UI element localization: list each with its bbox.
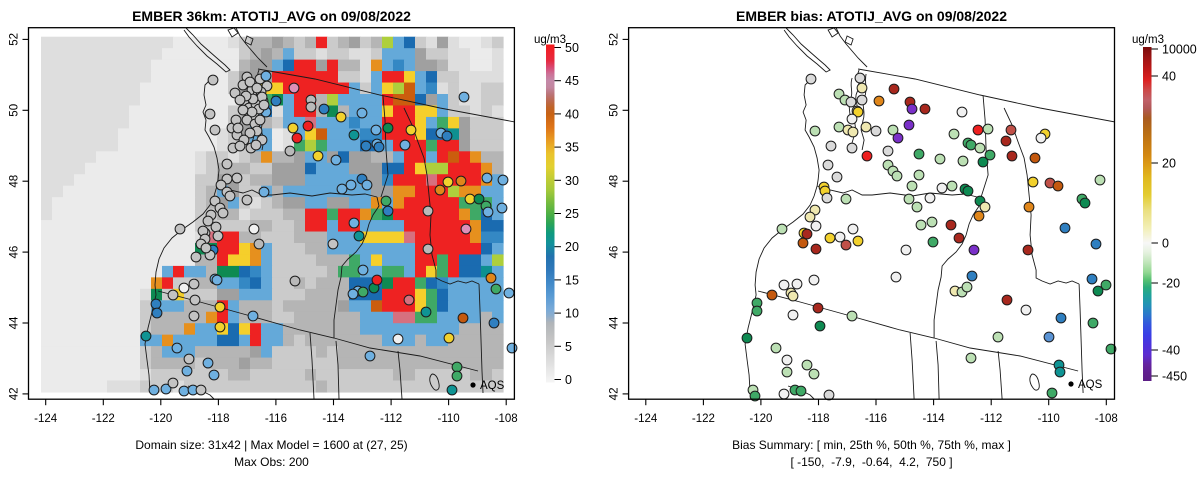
svg-text:52: 52 [9, 33, 21, 46]
svg-text:-110: -110 [438, 413, 460, 425]
svg-text:-118: -118 [207, 413, 229, 425]
svg-text:20: 20 [565, 240, 579, 254]
svg-text:-122: -122 [92, 413, 115, 425]
svg-text:ug/m3: ug/m3 [1132, 34, 1164, 46]
svg-text:50: 50 [609, 104, 621, 117]
svg-text:10000: 10000 [1162, 43, 1197, 57]
svg-text:40: 40 [565, 107, 579, 121]
svg-text:48: 48 [9, 175, 21, 188]
svg-text:-112: -112 [380, 413, 402, 425]
svg-text:-124: -124 [634, 413, 658, 425]
svg-text:46: 46 [609, 246, 621, 259]
svg-text:-112: -112 [980, 413, 1002, 425]
svg-text:Domain size: 31x42 | Max Model: Domain size: 31x42 | Max Model = 1600 at… [135, 438, 407, 452]
svg-text:-120: -120 [749, 413, 772, 425]
svg-text:-110: -110 [1038, 413, 1060, 425]
svg-text:-108: -108 [1095, 413, 1118, 425]
svg-text:45: 45 [565, 74, 579, 88]
svg-text:50: 50 [565, 41, 579, 55]
svg-text:-108: -108 [495, 413, 518, 425]
svg-text:[ -150, -7.9, -0.64, 4.2,: [ -150, -7.9, -0.64, 4.2, 750 ] [790, 455, 952, 469]
svg-text:-116: -116 [865, 413, 887, 425]
svg-text:35: 35 [565, 141, 579, 155]
svg-text:-118: -118 [807, 413, 829, 425]
svg-text:AQS: AQS [480, 380, 505, 392]
svg-text:25: 25 [565, 207, 579, 221]
svg-text:-40: -40 [1162, 344, 1180, 358]
svg-text:44: 44 [609, 316, 621, 329]
svg-text:20: 20 [1162, 157, 1176, 171]
svg-text:-122: -122 [692, 413, 715, 425]
svg-text:Max Obs: 200: Max Obs: 200 [234, 455, 309, 469]
svg-text:50: 50 [9, 104, 21, 117]
svg-text:48: 48 [609, 175, 621, 188]
svg-text:46: 46 [9, 246, 21, 259]
svg-text:EMBER 36km: ATOTIJ_AVG on 09/0: EMBER 36km: ATOTIJ_AVG on 09/08/2022 [132, 8, 411, 24]
svg-text:44: 44 [9, 316, 21, 329]
svg-text:40: 40 [1162, 70, 1176, 84]
svg-text:Bias Summary: [ min, 25th %, 5: Bias Summary: [ min, 25th %, 50th %, 75t… [732, 438, 1011, 452]
svg-text:10: 10 [565, 307, 579, 321]
svg-text:ug/m3: ug/m3 [534, 34, 566, 46]
svg-text:15: 15 [565, 273, 579, 287]
svg-text:-116: -116 [265, 413, 287, 425]
svg-text:-114: -114 [923, 413, 946, 425]
svg-text:-124: -124 [34, 413, 58, 425]
svg-text:52: 52 [609, 33, 621, 46]
svg-text:42: 42 [9, 388, 21, 401]
svg-text:30: 30 [565, 174, 579, 188]
svg-text:-120: -120 [149, 413, 172, 425]
svg-text:42: 42 [609, 388, 621, 401]
svg-text:-450: -450 [1162, 370, 1187, 384]
svg-text:EMBER bias: ATOTIJ_AVG on 09/0: EMBER bias: ATOTIJ_AVG on 09/08/2022 [736, 8, 1007, 24]
svg-text:5: 5 [565, 340, 572, 354]
svg-text:-114: -114 [322, 413, 345, 425]
svg-text:0: 0 [1162, 237, 1169, 251]
svg-text:-20: -20 [1162, 277, 1180, 291]
svg-text:AQS: AQS [1078, 379, 1103, 391]
svg-text:0: 0 [565, 373, 572, 387]
